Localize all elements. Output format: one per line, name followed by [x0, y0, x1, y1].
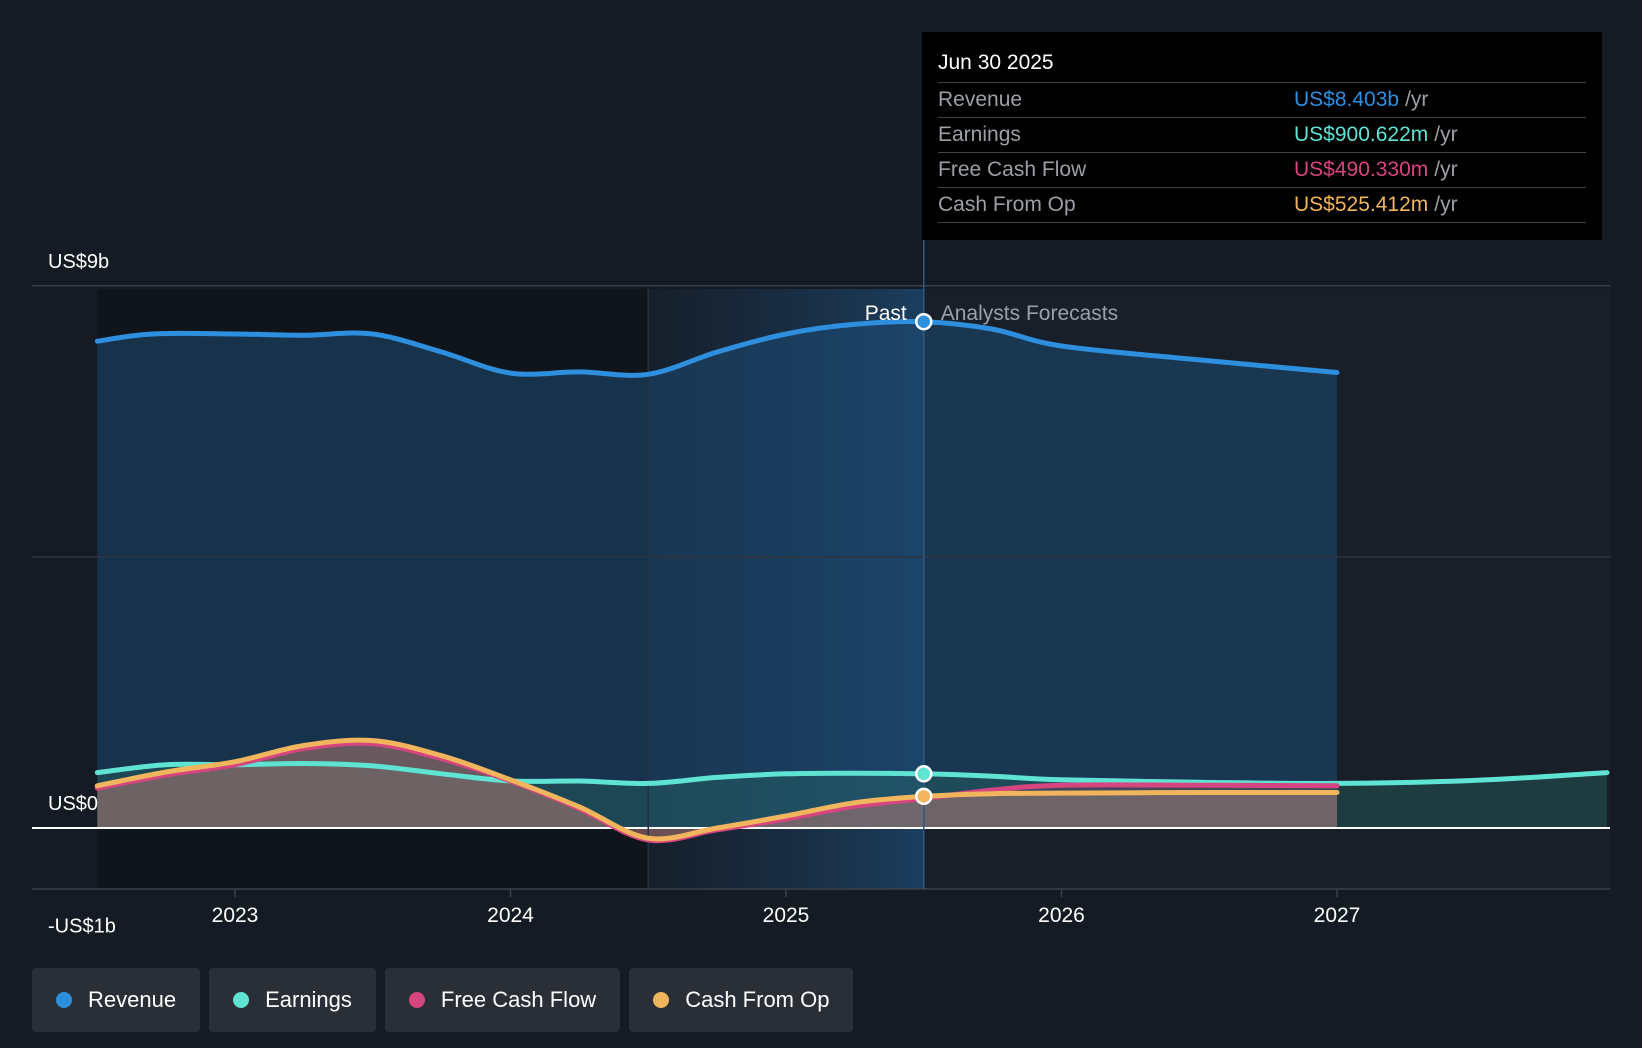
- tooltip-row-label: Free Cash Flow: [938, 158, 1087, 181]
- tooltip-date: Jun 30 2025: [938, 48, 1586, 83]
- tooltip-row-label: Cash From Op: [938, 193, 1076, 216]
- earnings-marker: [915, 765, 933, 783]
- legend-dot-icon: [408, 992, 425, 1008]
- x-tick-label: 2024: [487, 904, 534, 927]
- tooltip-row-value: US$490.330m: [1294, 158, 1429, 181]
- x-tick-label: 2027: [1314, 904, 1361, 927]
- legend-label: Cash From Op: [685, 987, 830, 1012]
- past-label: Past: [865, 302, 907, 325]
- y-axis-label: US$0: [48, 793, 98, 815]
- tooltip-row-value: US$900.622m: [1294, 123, 1429, 146]
- tooltip-row-value: US$525.412m: [1294, 193, 1429, 216]
- tooltip-row-label: Revenue: [938, 88, 1023, 111]
- legend-item-revenue[interactable]: Revenue: [32, 968, 201, 1032]
- tooltip-row-unit: /yr: [1434, 193, 1458, 216]
- tooltip-row-value: US$8.403b: [1294, 88, 1400, 111]
- revenue-line: [94, 318, 1340, 378]
- cash-from-op-marker: [915, 787, 933, 806]
- legend-item-earnings[interactable]: Earnings: [209, 968, 376, 1032]
- tooltip-row: Free Cash Flow US$490.330m/yr: [938, 153, 1586, 188]
- tooltip-row: Earnings US$900.622m/yr: [938, 118, 1586, 153]
- tooltip-row-label: Earnings: [938, 123, 1021, 146]
- tooltip-row-unit: /yr: [1434, 123, 1458, 146]
- tooltip-row-unit: /yr: [1434, 158, 1458, 181]
- legend-dot-icon: [56, 992, 72, 1008]
- tooltip: Jun 30 2025 Revenue US$8.403b/yr Earnings U…: [922, 32, 1602, 240]
- legend-label: Revenue: [88, 987, 177, 1012]
- revenue-marker: [915, 312, 933, 331]
- tooltip-row-unit: /yr: [1405, 88, 1429, 111]
- x-tick-label: 2026: [1038, 904, 1085, 927]
- legend-item-free-cash-flow[interactable]: Free Cash Flow: [384, 968, 621, 1032]
- x-tick-label: 2023: [212, 904, 259, 927]
- y-axis-label: -US$1b: [48, 915, 116, 937]
- cash-from-op-area: [97, 740, 1337, 839]
- legend-dot-icon: [653, 992, 670, 1008]
- forecast-label: Analysts Forecasts: [941, 302, 1118, 325]
- legend: Revenue Earnings Free Cash Flow Cash From O…: [32, 968, 854, 1032]
- legend-label: Earnings: [265, 987, 352, 1012]
- legend-item-cash-from-op[interactable]: Cash From Op: [629, 968, 854, 1032]
- cash-from-op-line: [94, 737, 1340, 842]
- y-axis-label: US$9b: [48, 251, 109, 273]
- tooltip-row: Cash From Op US$525.412m/yr: [938, 188, 1586, 223]
- revenue-area: [97, 321, 1337, 828]
- legend-dot-icon: [233, 992, 250, 1008]
- legend-label: Free Cash Flow: [440, 987, 597, 1012]
- x-tick-label: 2025: [763, 904, 810, 927]
- tooltip-row: Revenue US$8.403b/yr: [938, 83, 1586, 118]
